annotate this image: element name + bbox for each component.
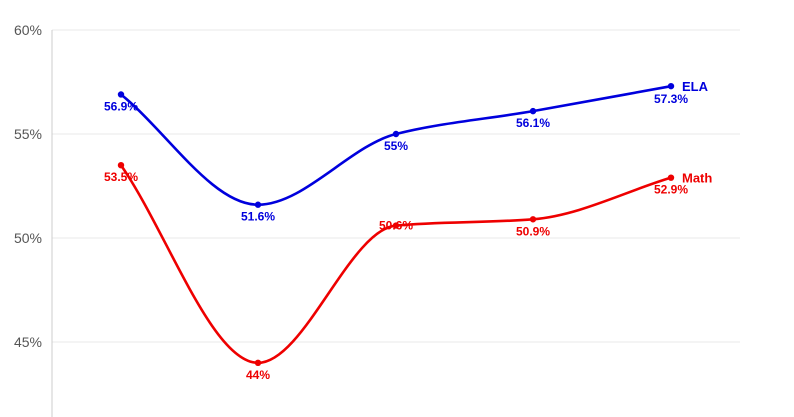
ela-point bbox=[667, 82, 675, 90]
math-line bbox=[119, 163, 673, 365]
y-tick-label: 50% bbox=[14, 230, 42, 246]
data-labels: 56.9% 51.6% 55% 56.1% 57.3% 53.5% 44% 50.6% 50.9… bbox=[104, 92, 688, 382]
math-point bbox=[529, 216, 537, 223]
ela-point bbox=[117, 91, 125, 98]
math-data-label: 44% bbox=[246, 368, 270, 382]
math-data-label: 50.6% bbox=[379, 219, 413, 233]
math-point bbox=[117, 162, 125, 169]
math-data-label: 50.9% bbox=[516, 224, 550, 238]
ela-series-label: ELA bbox=[682, 79, 709, 94]
series-points bbox=[117, 82, 675, 366]
math-series-label: Math bbox=[682, 171, 712, 186]
gridlines bbox=[52, 29, 740, 343]
ela-point bbox=[392, 130, 400, 138]
math-data-label: 52.9% bbox=[654, 183, 688, 197]
math-data-label: 53.5% bbox=[104, 170, 138, 184]
ela-data-label: 56.9% bbox=[104, 99, 138, 113]
ela-data-label: 55% bbox=[384, 139, 408, 153]
math-point bbox=[667, 174, 675, 181]
ela-point bbox=[529, 107, 537, 115]
ela-data-label: 51.6% bbox=[241, 210, 275, 224]
series-lines bbox=[119, 84, 673, 365]
ela-line bbox=[119, 84, 673, 207]
series-labels: ELA Math bbox=[682, 79, 712, 186]
math-point bbox=[254, 359, 262, 366]
y-axis-ticks: 45% 50% 55% 60% bbox=[14, 22, 42, 350]
math-point bbox=[392, 222, 400, 229]
ela-data-label: 56.1% bbox=[516, 116, 550, 130]
y-tick-label: 45% bbox=[14, 334, 42, 350]
y-tick-label: 55% bbox=[14, 126, 42, 142]
y-tick-label: 60% bbox=[14, 22, 42, 38]
ela-point bbox=[254, 201, 262, 208]
ela-data-label: 57.3% bbox=[654, 92, 688, 106]
